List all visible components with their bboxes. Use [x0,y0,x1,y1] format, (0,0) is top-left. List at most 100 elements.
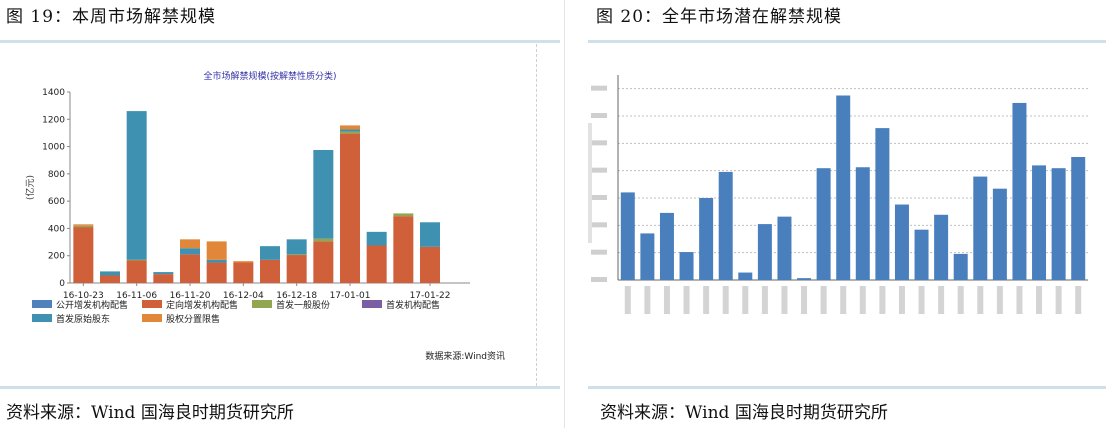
right-x-tick-label [624,286,631,314]
right-y-tick-label [591,195,607,200]
right-x-tick-label [722,286,729,314]
left-bar-segment [260,246,280,260]
left-bar-segment [420,246,440,283]
right-x-tick-label [1036,286,1043,314]
right-x-tick-label [761,286,768,314]
right-x-tick-label [644,286,651,314]
left-bar-segment [233,261,254,263]
left-legend-swatch [362,300,382,308]
left-figure-title: 图 19：本周市场解禁规模 [6,7,217,27]
left-bar-segment [366,245,387,283]
right-y-tick-label [591,113,607,118]
left-bar-segment [153,272,174,275]
left-legend-swatch [32,314,52,322]
left-x-tick-label: 16-12-04 [223,291,264,301]
left-y-axis-label: (亿元) [24,175,36,200]
left-bar-segment [153,274,174,283]
left-bar-segment [286,239,307,255]
right-y-tick-label [591,277,607,282]
right-bar [679,252,694,280]
left-legend-label: 股权分置限售 [166,313,220,325]
left-bar-segment [73,225,94,228]
right-top-rule [588,40,1106,43]
left-y-tick-label: 1000 [42,143,65,153]
right-x-tick-label [663,286,670,314]
left-legend-swatch [142,300,162,308]
left-bar-segment [366,231,387,246]
right-bar [777,216,792,280]
right-bar [855,167,870,280]
right-x-tick-label [703,286,710,314]
right-bar [718,171,733,280]
right-x-tick-label [957,286,964,314]
left-bar-segment [420,222,440,247]
right-bar [757,224,772,280]
left-legend-swatch [32,300,52,308]
left-bar-segment [206,241,227,260]
right-x-tick-label [801,286,808,314]
left-bar-segment [180,248,200,255]
left-legend-label: 首发机构配售 [386,299,440,311]
right-bar [836,95,851,280]
left-bar-segment [100,275,120,283]
right-y-tick-label [591,167,607,173]
left-bar-segment [313,149,334,239]
right-bar [934,214,949,280]
right-x-tick-label [938,286,945,314]
right-bar [1012,102,1027,280]
left-bottom-rule [0,386,560,389]
left-legend-label: 首发原始股东 [56,313,110,325]
right-x-tick-label [879,286,886,314]
left-bar-segment [260,259,280,283]
right-bar [973,176,988,280]
left-bar-segment [340,133,360,283]
right-figure-panel: 图 20：全年市场潜在解禁规模 资料来源：Wind 国海良时期货研究所 [588,0,1106,428]
left-y-tick-label: 200 [48,252,65,262]
right-bar [620,192,635,280]
right-x-tick-label [859,286,866,314]
right-y-tick-label [591,85,607,91]
right-x-tick-label [840,286,847,314]
left-bar-segment [126,260,147,283]
right-x-tick-label [1075,286,1082,314]
right-x-tick-label [1055,286,1062,314]
left-chart-data-source: 数据来源:Wind资讯 [425,350,505,362]
left-bar-segment [180,239,200,249]
right-bar [816,168,831,280]
left-bar-segment [73,224,94,226]
panel-divider [564,0,565,428]
left-stacked-bar-chart: 全市场解禁规模(按解禁性质分类) (亿元) 0 200 400 600 800 1000 120… [24,70,505,362]
right-x-tick-label [781,286,788,314]
left-legend-swatch [252,300,272,308]
right-bar [875,128,890,280]
right-x-tick-label [918,286,925,314]
left-x-tick-label: 16-10-23 [63,291,104,301]
left-legend-label: 公开增发机构配售 [56,299,128,311]
right-bar [1071,157,1086,280]
left-chart-border [536,44,537,386]
left-bar-segment [340,125,360,130]
left-bar-segment [126,259,147,261]
right-x-tick-label [898,286,905,314]
left-x-tick-label: 16-12-18 [276,291,317,301]
left-bar-segment [100,271,120,276]
left-y-tick-label: 600 [48,197,65,207]
right-bottom-rule [588,386,1106,389]
left-legend-label: 定向增发机构配售 [166,299,238,311]
right-bar [1051,168,1066,280]
left-bar-segment [206,259,227,263]
right-y-tick-label [591,140,607,146]
left-bar-segment [286,255,307,283]
left-bar-segment [233,262,254,283]
right-bar [894,204,909,280]
right-source-note: 资料来源：Wind 国海良时期货研究所 [600,403,888,423]
left-y-tick-label: 0 [59,279,65,289]
left-x-tick-label: 17-01-01 [330,291,371,301]
left-x-tick-label: 16-11-20 [170,291,211,301]
left-bar-segment [286,254,307,256]
right-x-tick-label [820,286,827,314]
left-x-tick-label: 17-01-22 [410,291,451,301]
right-y-axis-label [588,123,592,243]
left-bar-segment [393,216,414,283]
left-bar-segment [340,129,360,132]
